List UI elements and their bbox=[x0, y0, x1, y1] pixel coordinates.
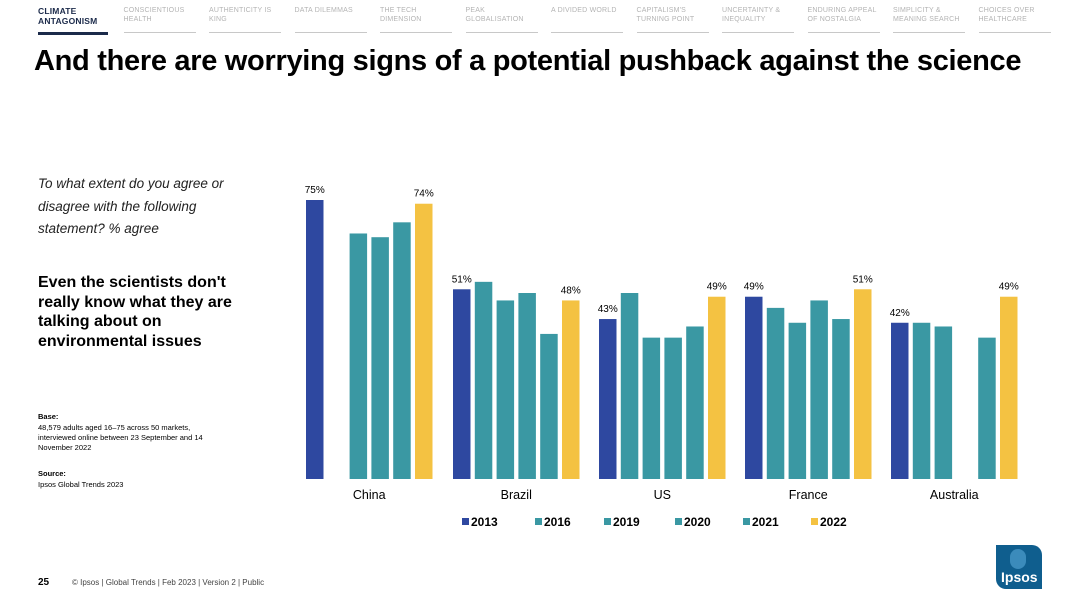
bar-china-2019 bbox=[349, 233, 368, 479]
data-label-brazil-2022: 48% bbox=[561, 285, 581, 296]
legend-label-2020: 2020 bbox=[684, 515, 711, 529]
bar-france-2016 bbox=[766, 307, 785, 479]
legend-swatch-2019 bbox=[604, 518, 611, 525]
nav-tab-11[interactable]: Choices Over Healthcare bbox=[978, 6, 1051, 33]
bar-brazil-2016 bbox=[474, 281, 493, 479]
bar-china-2022 bbox=[415, 203, 433, 479]
survey-question: To what extent do you agree or disagree … bbox=[38, 176, 224, 236]
bar-china-2020 bbox=[371, 237, 389, 479]
data-label-france-2022: 51% bbox=[853, 274, 873, 285]
nav-tab-8[interactable]: Uncertainty & Inequality bbox=[722, 6, 794, 33]
base-heading: Base: bbox=[38, 412, 59, 421]
bar-australia-2021 bbox=[978, 337, 996, 479]
nav-tab-5[interactable]: Peak Globalisation bbox=[465, 6, 538, 33]
nav-tab-0[interactable]: Climate Antagonism bbox=[38, 6, 108, 35]
data-label-china-2022: 74% bbox=[414, 189, 434, 200]
legend-swatch-2022 bbox=[811, 518, 818, 525]
legend-label-2021: 2021 bbox=[752, 515, 779, 529]
legend-swatch-2013 bbox=[462, 518, 469, 525]
chart-legend: 2013 2016 2019 2020 2021 2022 bbox=[462, 515, 882, 531]
bar-australia-2019 bbox=[934, 326, 953, 479]
legend-label-2016: 2016 bbox=[544, 515, 571, 529]
page-number: 25 bbox=[38, 577, 50, 588]
page-title: And there are worrying signs of a potent… bbox=[34, 45, 1022, 77]
nav-tab-3[interactable]: Data Dilemmas bbox=[294, 6, 367, 33]
category-label-brazil: Brazil bbox=[501, 488, 532, 502]
legend-swatch-2020 bbox=[675, 518, 682, 525]
nav-tab-9[interactable]: Enduring Appeal of Nostalgia bbox=[807, 6, 880, 33]
legend-label-2013: 2013 bbox=[471, 515, 498, 529]
bar-brazil-2013 bbox=[453, 289, 471, 479]
nav-tab-10[interactable]: Simplicity & Meaning Search bbox=[893, 6, 965, 33]
bar-australia-2013 bbox=[891, 322, 909, 479]
legend-item-2022: 2022 bbox=[811, 515, 847, 529]
legend-swatch-2021 bbox=[743, 518, 750, 525]
legend-label-2019: 2019 bbox=[613, 515, 640, 529]
bar-us-2020 bbox=[664, 337, 682, 479]
legend-item-2019: 2019 bbox=[604, 515, 640, 529]
category-label-china: China bbox=[353, 488, 386, 502]
survey-statement: Even the scientists don't really know wh… bbox=[38, 274, 232, 350]
category-label-us: US bbox=[654, 488, 671, 502]
legend-swatch-2016 bbox=[535, 518, 542, 525]
logo-shape bbox=[1010, 549, 1026, 569]
bar-france-2013 bbox=[745, 296, 763, 479]
section-nav: Climate Antagonism Conscientious Health Au… bbox=[38, 6, 1064, 35]
legend-item-2013: 2013 bbox=[462, 515, 498, 529]
data-label-australia-2013: 42% bbox=[890, 308, 910, 319]
bar-australia-2022 bbox=[1000, 296, 1018, 479]
bar-france-2020 bbox=[810, 300, 828, 479]
source-heading: Source: bbox=[38, 469, 66, 478]
bar-us-2019 bbox=[642, 337, 661, 479]
bar-france-2022 bbox=[854, 289, 872, 479]
data-label-australia-2022: 49% bbox=[999, 282, 1019, 293]
nav-tab-1[interactable]: Conscientious Health bbox=[123, 6, 196, 33]
logo-text: Ipsos bbox=[1001, 569, 1038, 585]
data-label-china-2013: 75% bbox=[305, 185, 325, 196]
bar-brazil-2020 bbox=[518, 293, 536, 479]
nav-tab-7[interactable]: Capitalism's Turning Point bbox=[636, 6, 709, 33]
bar-us-2021 bbox=[686, 326, 704, 479]
legend-item-2020: 2020 bbox=[675, 515, 711, 529]
nav-tab-6[interactable]: A Divided World bbox=[551, 6, 623, 33]
ipsos-logo: Ipsos bbox=[996, 545, 1042, 589]
data-label-us-2022: 49% bbox=[707, 282, 727, 293]
bar-france-2019 bbox=[788, 322, 807, 479]
data-label-us-2013: 43% bbox=[598, 304, 618, 315]
bar-us-2013 bbox=[599, 319, 617, 479]
bar-australia-2016 bbox=[912, 322, 931, 479]
nav-tab-4[interactable]: The Tech Dimension bbox=[380, 6, 452, 33]
bar-china-2021 bbox=[393, 222, 411, 479]
category-label-australia: Australia bbox=[930, 488, 979, 502]
legend-item-2021: 2021 bbox=[743, 515, 779, 529]
category-label-france: France bbox=[789, 488, 828, 502]
bar-france-2021 bbox=[832, 319, 850, 479]
bar-brazil-2019 bbox=[496, 300, 515, 479]
data-label-brazil-2013: 51% bbox=[452, 274, 472, 285]
legend-label-2022: 2022 bbox=[820, 515, 847, 529]
bar-brazil-2021 bbox=[540, 333, 558, 479]
bar-chart: 75% 74% China 51% 48% Brazil 43% 49% US 49% 51% Fra… bbox=[305, 185, 1019, 502]
data-label-france-2013: 49% bbox=[744, 282, 764, 293]
footer-text: © Ipsos | Global Trends | Feb 2023 | Ver… bbox=[72, 578, 265, 587]
legend-item-2016: 2016 bbox=[535, 515, 571, 529]
bar-us-2016 bbox=[620, 293, 639, 479]
bar-brazil-2022 bbox=[562, 300, 580, 479]
base-text: 48,579 adults aged 16–75 across 50 marke… bbox=[38, 423, 203, 452]
nav-tab-2[interactable]: Authenticity Is King bbox=[209, 6, 281, 33]
bar-us-2022 bbox=[708, 296, 726, 479]
source-text: Ipsos Global Trends 2023 bbox=[38, 480, 124, 489]
bar-china-2013 bbox=[306, 200, 324, 479]
